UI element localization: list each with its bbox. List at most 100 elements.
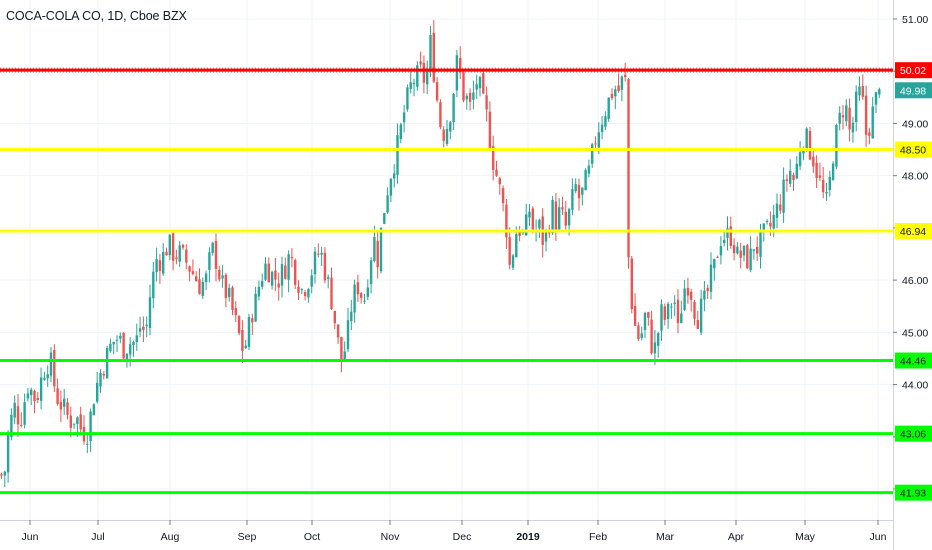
candle-up <box>346 320 350 350</box>
candle-up <box>455 55 459 91</box>
candle-up <box>749 248 752 271</box>
candle-down <box>241 329 244 351</box>
candle-down <box>284 265 287 279</box>
candle-down <box>231 287 234 310</box>
candle-up <box>643 312 647 330</box>
candle-down <box>676 299 680 324</box>
x-tick-label: Apr <box>728 531 745 543</box>
candle-up <box>670 306 673 308</box>
candle-up <box>782 179 785 213</box>
y-tick-label: 46.00 <box>902 275 928 287</box>
candle-down <box>303 292 307 297</box>
candle-down <box>498 178 501 185</box>
candle-up <box>653 342 657 354</box>
candle-up <box>201 281 204 296</box>
candle-up <box>789 170 792 184</box>
y-tick-label: 45.00 <box>902 327 928 339</box>
candle-down <box>195 276 198 282</box>
x-tick-label: Dec <box>453 531 472 543</box>
candle-up <box>452 93 455 123</box>
candle-up <box>571 189 574 210</box>
candle-up <box>287 254 290 280</box>
price-level-badge <box>895 484 932 501</box>
candle-up <box>99 372 102 387</box>
candle-up <box>254 293 257 322</box>
x-tick-label: Feb <box>589 531 607 543</box>
candle-up <box>119 335 122 339</box>
candle-down <box>729 226 732 246</box>
candle-down <box>79 414 82 430</box>
candle-up <box>350 311 353 322</box>
candle-down <box>815 162 818 178</box>
x-tick-label: Jun <box>870 531 887 543</box>
candle-up <box>831 163 835 181</box>
price-level-badge <box>895 62 932 79</box>
candle-down <box>251 318 254 323</box>
candle-up <box>574 184 577 192</box>
candle-up <box>327 277 330 279</box>
candle-up <box>148 297 152 329</box>
candle-up <box>584 169 587 191</box>
candle-up <box>129 344 132 355</box>
candle-down <box>459 58 462 73</box>
candle-down <box>33 390 36 402</box>
candle-up <box>30 389 33 395</box>
candle-up <box>587 165 591 174</box>
candle-down <box>594 143 597 145</box>
candle-down <box>617 85 620 92</box>
candle-up <box>257 286 261 297</box>
candle-up <box>412 82 416 85</box>
candle-down <box>647 312 650 318</box>
candle-up <box>475 84 478 90</box>
candle-up <box>125 353 129 360</box>
candle-up <box>343 351 346 361</box>
candle-up <box>393 173 396 179</box>
candle-down <box>630 258 633 310</box>
candle-up <box>762 223 765 231</box>
x-tick-label: May <box>795 531 816 543</box>
candle-down <box>785 179 789 182</box>
candle-up <box>680 313 683 324</box>
price-level-badge <box>895 352 932 369</box>
candle-up <box>660 304 663 331</box>
candle-down <box>20 424 23 426</box>
candle-down <box>468 92 472 102</box>
candle-down <box>171 233 175 261</box>
candle-down <box>554 201 558 232</box>
x-tick-label: 2019 <box>516 531 540 543</box>
candle-down <box>637 325 640 340</box>
candle-up <box>399 124 402 140</box>
candle-up <box>765 220 769 222</box>
candle-up <box>280 264 284 286</box>
candle-up <box>145 324 148 327</box>
candle-up <box>39 377 43 401</box>
candle-down <box>340 337 343 363</box>
candle-up <box>874 92 878 105</box>
candle-down <box>548 232 551 234</box>
candle-down <box>663 306 666 320</box>
candle-up <box>528 211 531 218</box>
candle-down <box>485 95 488 110</box>
candle-up <box>591 144 594 164</box>
candle-up <box>640 333 643 338</box>
candle-down <box>336 324 340 338</box>
candle-down <box>290 257 294 259</box>
candle-up <box>264 263 267 280</box>
price-level-badge <box>895 223 932 240</box>
candle-up <box>736 246 739 254</box>
candle-up <box>389 178 393 196</box>
candle-down <box>488 111 492 149</box>
candle-up <box>449 122 452 132</box>
price-level-label: 44.46 <box>900 356 926 368</box>
candle-up <box>86 443 89 445</box>
candle-up <box>109 343 112 352</box>
candle-down <box>462 72 465 101</box>
candle-down <box>277 283 280 288</box>
candle-up <box>772 214 775 229</box>
x-tick-label: Oct <box>304 531 320 543</box>
candle-up <box>567 209 571 226</box>
x-tick-label: Mar <box>656 531 675 543</box>
candle-up <box>525 214 528 236</box>
